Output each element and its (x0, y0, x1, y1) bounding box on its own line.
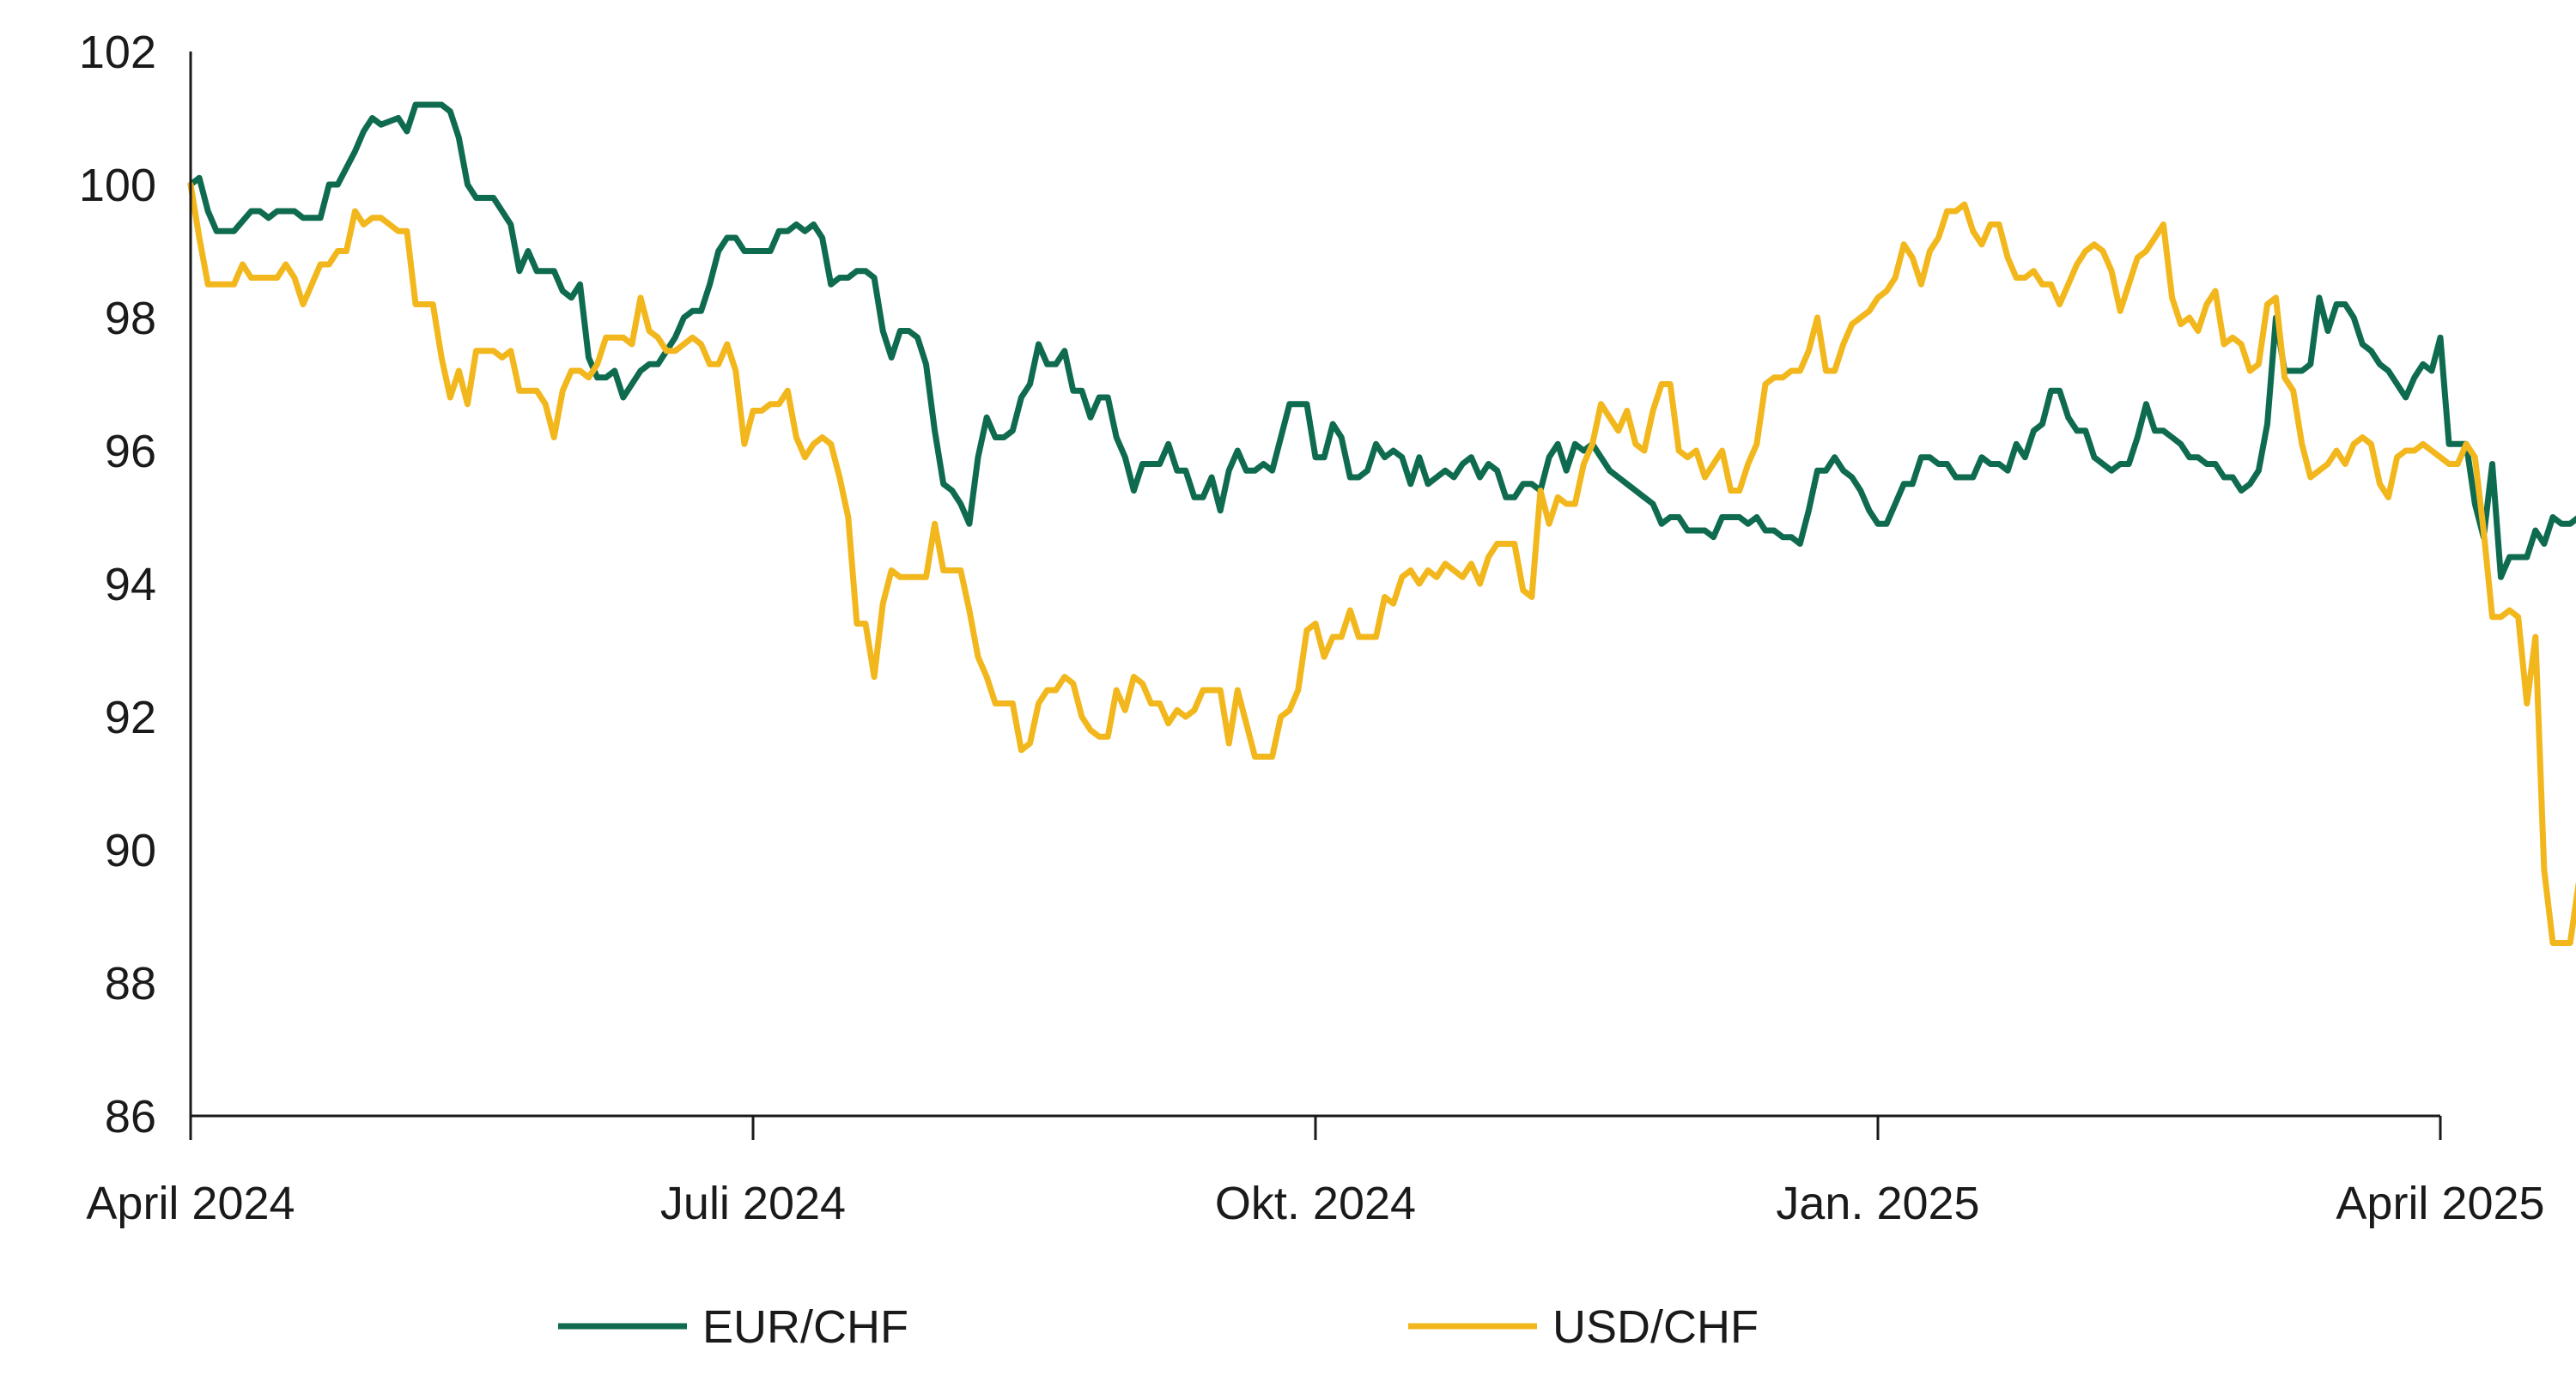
y-tick-label: 98 (105, 293, 156, 344)
series-line-eur-chf (187, 101, 2576, 580)
series-layer (187, 101, 2576, 946)
legend-item: USD/CHF (1408, 1301, 1759, 1353)
y-tick-label: 96 (105, 426, 156, 477)
y-axis-ticks: 86 88 90 92 94 96 98 100 102 (79, 27, 156, 1143)
y-tick-label: 100 (79, 160, 156, 211)
x-tick-label: Jan. 2025 (1776, 1178, 1979, 1229)
y-tick-label: 102 (79, 27, 156, 78)
x-tick-label: Juli 2024 (660, 1178, 846, 1229)
legend: EUR/CHF USD/CHF (558, 1301, 1759, 1353)
y-tick-label: 92 (105, 692, 156, 743)
legend-label: EUR/CHF (702, 1301, 908, 1353)
y-tick-label: 94 (105, 559, 156, 610)
x-tick-label: April 2025 (2336, 1178, 2544, 1229)
y-tick-label: 86 (105, 1091, 156, 1143)
x-tick-label: Okt. 2024 (1215, 1178, 1416, 1229)
plot-area: 86 88 90 92 94 96 98 100 102 April 2024 Juli 2024… (79, 27, 2576, 1229)
y-tick-label: 88 (105, 958, 156, 1009)
x-tick-label: April 2024 (86, 1178, 295, 1229)
x-axis-ticks: April 2024 Juli 2024 Okt. 2024 Jan. 2025 Apr… (86, 1116, 2545, 1229)
legend-label: USD/CHF (1552, 1301, 1759, 1353)
series-line-usd-chf (187, 181, 2576, 946)
legend-item: EUR/CHF (558, 1301, 908, 1353)
y-tick-label: 90 (105, 825, 156, 876)
